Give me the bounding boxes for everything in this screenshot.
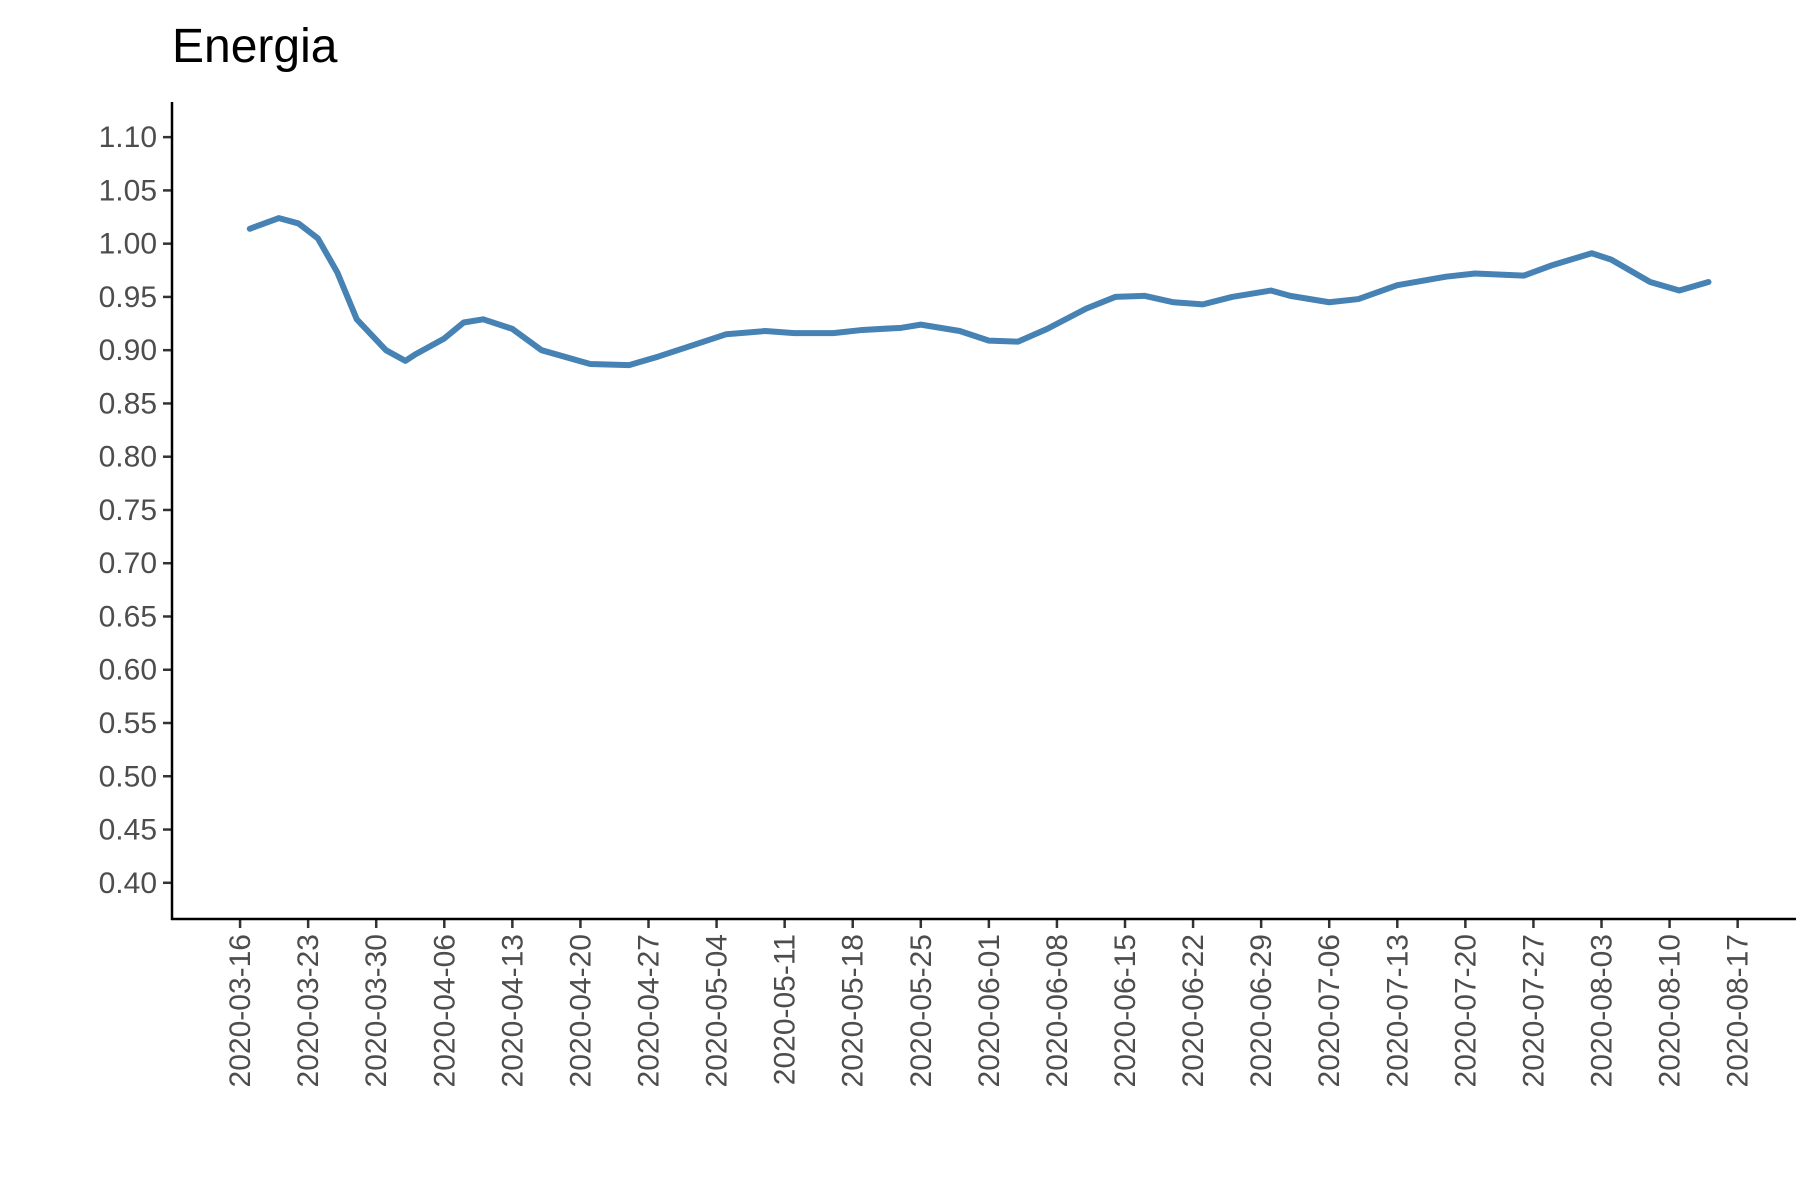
y-tick-label: 0.80 — [99, 441, 157, 474]
x-tick-label: 2020-06-29 — [1245, 934, 1278, 1087]
x-tick-label: 2020-03-23 — [292, 934, 325, 1087]
y-tick-label: 1.00 — [99, 228, 157, 261]
y-tick-label: 0.45 — [99, 814, 157, 847]
x-tick-label: 2020-06-22 — [1177, 934, 1210, 1087]
y-tick-label: 0.85 — [99, 387, 157, 420]
x-tick-label: 2020-04-13 — [496, 934, 529, 1087]
y-tick-label: 0.65 — [99, 600, 157, 633]
x-tick-label: 2020-06-01 — [973, 934, 1006, 1087]
x-tick-label: 2020-03-30 — [360, 934, 393, 1087]
y-tick-label: 0.95 — [99, 281, 157, 314]
y-tick-label: 1.10 — [99, 121, 157, 154]
x-tick-label: 2020-05-25 — [905, 934, 938, 1087]
y-tick-label: 0.40 — [99, 867, 157, 900]
x-tick-label: 2020-04-27 — [633, 934, 666, 1087]
y-tick-label: 0.70 — [99, 547, 157, 580]
x-tick-label: 2020-07-13 — [1381, 934, 1414, 1087]
y-tick-label: 0.90 — [99, 334, 157, 367]
y-tick-label: 0.75 — [99, 494, 157, 527]
y-tick-label: 1.05 — [99, 174, 157, 207]
x-tick-label: 2020-07-27 — [1517, 934, 1550, 1087]
x-tick-label: 2020-05-04 — [701, 934, 734, 1087]
x-tick-label: 2020-08-17 — [1722, 934, 1755, 1087]
x-tick-label: 2020-08-03 — [1586, 934, 1619, 1087]
x-tick-label: 2020-06-15 — [1109, 934, 1142, 1087]
x-tick-label: 2020-05-11 — [769, 934, 802, 1085]
y-tick-label: 0.50 — [99, 760, 157, 793]
y-tick-label: 0.55 — [99, 707, 157, 740]
x-tick-label: 2020-07-20 — [1449, 934, 1482, 1087]
x-tick-label: 2020-03-16 — [224, 934, 257, 1087]
x-tick-label: 2020-04-06 — [428, 934, 461, 1087]
x-tick-label: 2020-08-10 — [1654, 934, 1687, 1087]
line — [246, 215, 1712, 369]
x-tick-label: 2020-06-08 — [1041, 934, 1074, 1087]
x-tick-label: 2020-05-18 — [837, 934, 870, 1087]
x-tick-label: 2020-04-20 — [564, 934, 597, 1087]
chart-title: Energia — [172, 20, 338, 73]
y-tick-label: 0.60 — [99, 654, 157, 687]
x-tick-label: 2020-07-06 — [1313, 934, 1346, 1087]
